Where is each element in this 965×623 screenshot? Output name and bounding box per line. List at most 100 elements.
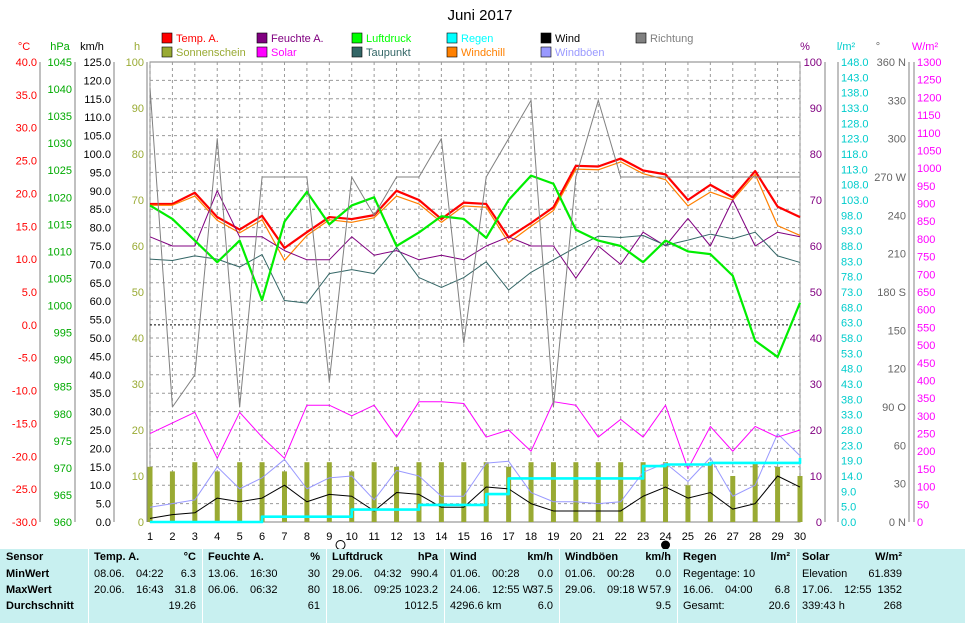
y-tick-label-rain: 123.0 [841,134,869,146]
y-tick-label-wind: 60.0 [90,296,111,308]
y-tick-label-sunshine: 80 [132,149,144,161]
stats-cell: 20.06. [94,584,125,596]
stats-cell: 01.06. [565,568,596,580]
series-taupunkt [149,231,801,304]
y-tick-label-rain: 83.0 [841,256,862,268]
y-tick-label-wind: 30.0 [90,407,111,419]
y-tick-label-humidity: 80 [810,149,822,161]
y-tick-label-temp: -20.0 [12,451,37,463]
y-tick-label-solar: 550 [917,322,935,334]
x-tick-label: 11 [368,531,379,543]
y-tick-label-temp: 5.0 [22,287,37,299]
y-tick-label-pressure: 990 [54,355,72,367]
stats-cell: 04:22 [136,568,164,580]
x-tick-label: 16 [480,531,492,543]
y-tick-label-rain: 88.0 [841,241,862,253]
y-tick-label-direction: 120 [888,364,906,376]
y-tick-label-wind: 75.0 [90,241,111,253]
stats-cell: 19.26 [168,600,196,612]
stats-cell: 1023.2 [404,584,438,596]
y-tick-label-rain: 63.0 [841,318,862,330]
y-tick-label-rain: 9.0 [841,486,856,498]
legend-swatch [161,32,173,44]
y-tick-label-wind: 40.0 [90,370,111,382]
y-tick-label-rain: 53.0 [841,348,862,360]
stats-cell: 04:00 [725,584,753,596]
y-tick-label-temp: -10.0 [12,386,37,398]
legend-swatch [540,46,552,58]
y-tick-label-pressure: 970 [54,463,72,475]
sunshine-bar [618,462,624,522]
y-tick-label-wind: 10.0 [90,480,111,492]
sunshine-bar [730,476,736,522]
legend: Temp. A. Sonnenschein Feuchte A. Solar Luftd… [161,32,693,59]
stats-cell: Elevation [802,568,848,580]
statistics-table: Sensor MinWert MaxWert Durchschnitt Temp. A.… [0,549,965,623]
y-tick-label-direction: 360 N [877,57,906,69]
y-tick-label-rain: 113.0 [841,164,868,176]
y-tick-label-solar: 1000 [917,163,941,175]
stats-cell: 37.5 [531,584,553,596]
stats-cell: km/h [645,551,671,563]
y-tick-label-pressure: 985 [54,382,72,394]
axis-unit-rain: l/m² [837,41,856,53]
sunshine-bar [595,462,601,522]
x-tick-label: 9 [326,531,332,543]
y-tick-label-direction: 270 W [874,172,906,184]
sunshine-bar [304,462,310,522]
sunshine-bar [663,462,669,522]
stats-cell: 0.0 [537,568,553,580]
weather-chart: 1 2 3 4 5 6 7 8 9 10 11 12 13 14 15 16 17 18 19 20 21 22 23 24 2… [12,7,941,549]
y-tick-label-humidity: 50 [810,287,822,299]
legend-swatch [351,32,363,44]
sunshine-bar [752,462,758,522]
x-tick-label: 17 [502,531,514,543]
y-tick-label-direction: 90 O [882,402,906,414]
x-tick-label: 6 [259,531,265,543]
stats-column-separator [444,549,445,623]
y-tick-label-rain: 148.0 [841,57,869,69]
sunshine-bar [371,462,377,522]
y-tick-label-wind: 110.0 [84,112,111,124]
y-tick-label-wind: 35.0 [90,388,111,400]
legend-label: Regen [461,33,493,45]
sunshine-bar [461,462,467,522]
y-tick-label-sunshine: 30 [132,379,144,391]
axis-unit-solar: W/m² [912,41,939,53]
y-tick-label-humidity: 70 [810,195,822,207]
stats-cell: 08.06. [94,568,125,580]
stats-cell: 12:55 [844,584,872,596]
x-tick-label: 18 [525,531,537,543]
x-tick-label: 14 [435,531,447,543]
stats-column-separator [559,549,560,623]
y-tick-label-rain: 48.0 [841,364,862,376]
y-tick-label-rain: 23.0 [841,440,862,452]
legend-label: Feuchte A. [271,33,324,45]
stats-cell: % [310,551,320,563]
y-tick-label-rain: 43.0 [841,379,862,391]
stats-cell: 06.06. [208,584,239,596]
y-tick-label-sunshine: 20 [132,425,144,437]
stats-column-separator [677,549,678,623]
stats-cell: 16.06. [683,584,714,596]
y-tick-label-wind: 0.0 [96,517,111,529]
stats-cell: 09:18 W [607,584,648,596]
stats-cell: 00:28 [492,568,520,580]
y-tick-label-humidity: 10 [810,471,822,483]
x-tick-label: 12 [390,531,402,543]
sunshine-bar [685,485,691,522]
x-tick-label: 30 [794,531,806,543]
y-tick-label-direction: 180 S [877,287,906,299]
y-tick-label-wind: 25.0 [90,425,111,437]
y-tick-label-solar: 1100 [917,128,941,140]
stats-cell: l/m² [770,551,790,563]
legend-swatch [446,32,458,44]
x-tick-label: 15 [458,531,470,543]
legend-label: Solar [271,47,297,59]
legend-swatch [540,32,552,44]
stats-column-separator [796,549,797,623]
stats-cell: Regentage: 10 [683,568,756,580]
stats-cell: 09:25 [374,584,402,596]
sunshine-bar [192,462,198,522]
y-tick-label-wind: 5.0 [96,499,111,511]
